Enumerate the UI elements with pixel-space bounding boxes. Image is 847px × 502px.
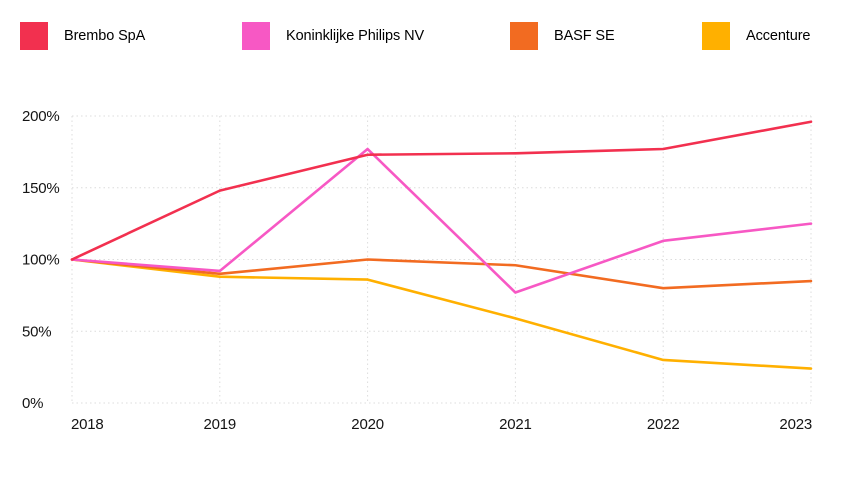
- legend-swatch-basf-se: [510, 22, 538, 50]
- x-axis-tick-label: 2020: [351, 416, 384, 433]
- chart-legend: Brembo SpA Koninklijke Philips NV BASF S…: [0, 0, 847, 72]
- legend-swatch-koninklijke-philips-nv: [242, 22, 270, 50]
- legend-label-accenture: Accenture: [746, 28, 811, 44]
- legend-swatch-brembo-spa: [20, 22, 48, 50]
- legend-item-brembo-spa[interactable]: Brembo SpA: [20, 22, 145, 50]
- y-axis-tick-label: 0%: [22, 395, 43, 412]
- series-line-basf-se: [70, 258, 813, 290]
- series-line-brembo-spa: [70, 120, 813, 261]
- x-axis-tick-label: 2021: [499, 416, 532, 433]
- y-axis-tick-label: 100%: [22, 252, 60, 269]
- series-line-accenture: [70, 258, 813, 370]
- legend-label-brembo-spa: Brembo SpA: [64, 28, 146, 44]
- y-axis-tick-label: 50%: [22, 323, 51, 340]
- y-axis-tick-label: 150%: [22, 180, 60, 197]
- legend-item-koninklijke-philips-nv[interactable]: Koninklijke Philips NV: [242, 22, 424, 50]
- legend-label-koninklijke-philips-nv: Koninklijke Philips NV: [286, 28, 425, 44]
- x-axis-tick-label: 2019: [204, 416, 237, 433]
- legend-item-basf-se[interactable]: BASF SE: [510, 22, 615, 50]
- series-line-koninklijke-philips-nv: [70, 147, 813, 294]
- y-axis-tick-label: 200%: [22, 108, 60, 125]
- legend-label-basf-se: BASF SE: [554, 28, 615, 44]
- legend-swatch-accenture: [702, 22, 730, 50]
- legend-item-accenture[interactable]: Accenture: [702, 22, 810, 50]
- x-axis-tick-label: 2023: [779, 416, 812, 433]
- x-axis-tick-label: 2018: [71, 416, 104, 433]
- x-axis-tick-label: 2022: [647, 416, 680, 433]
